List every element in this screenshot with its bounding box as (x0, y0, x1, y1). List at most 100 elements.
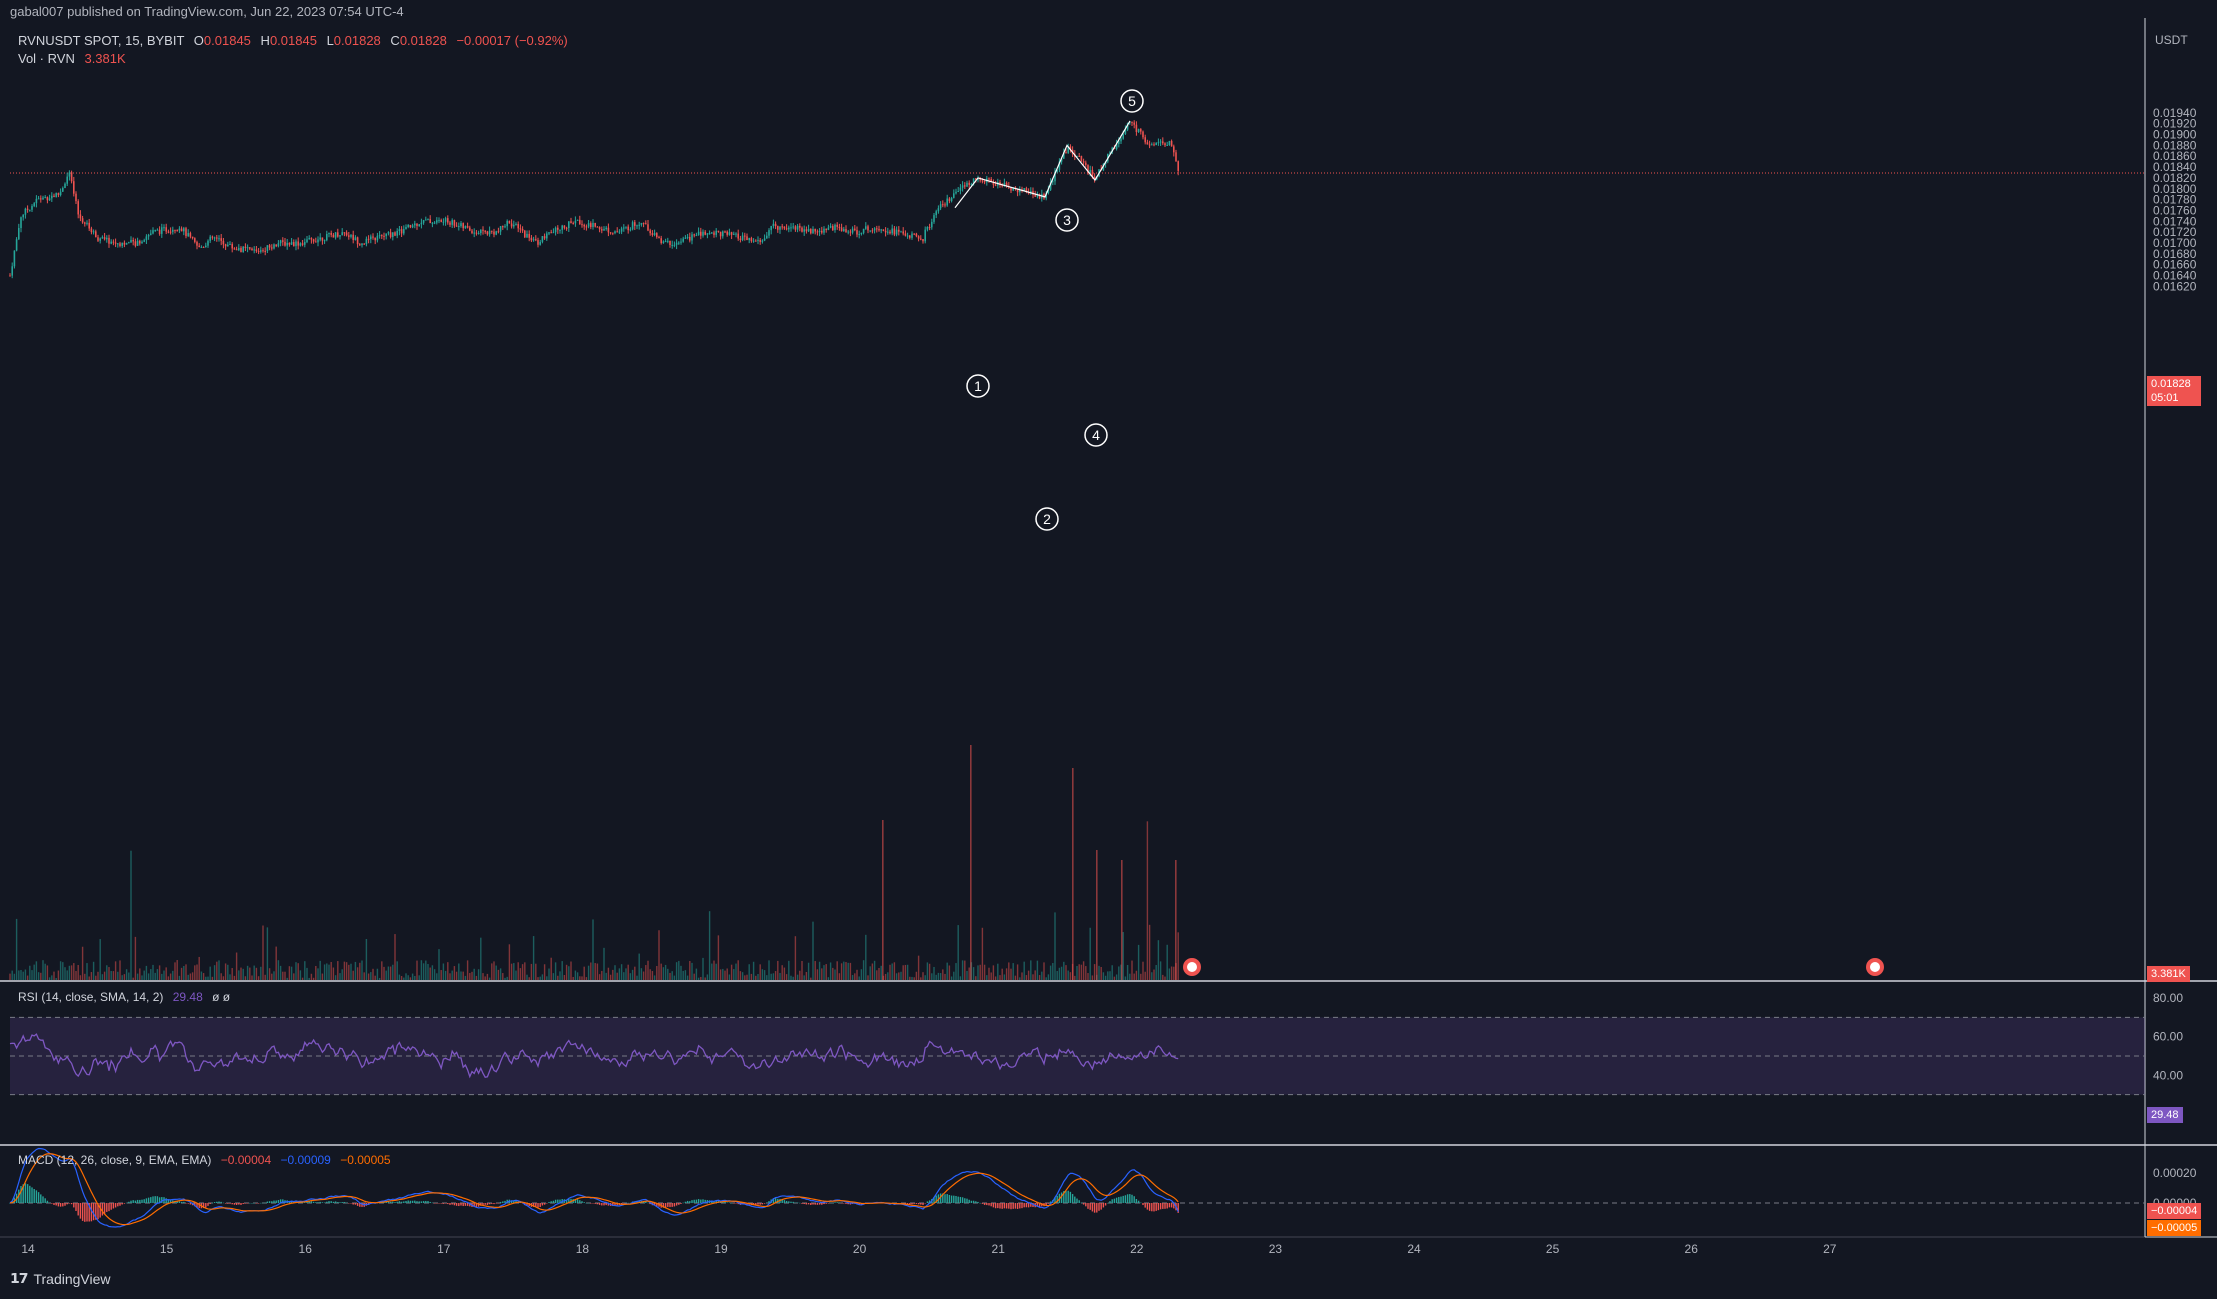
macd-hist-bar (539, 1203, 541, 1208)
candle-body (871, 230, 874, 232)
volume-bar (812, 921, 814, 980)
volume-bar (260, 966, 262, 980)
candle-body (671, 244, 673, 246)
volume-bar (64, 967, 66, 980)
volume-bar (614, 965, 616, 980)
candle-body (396, 231, 398, 236)
candle-body (227, 244, 229, 247)
macd-hist-bar (488, 1203, 491, 1205)
macd-hist-bar (141, 1199, 143, 1203)
candle-body (1063, 152, 1065, 159)
macd-hist-bar (546, 1203, 548, 1204)
candle-body (1148, 144, 1151, 146)
macd-hist-bar (169, 1200, 172, 1203)
volume-bar (779, 972, 781, 980)
volume-bar (851, 975, 854, 980)
macd-hist-bar (414, 1200, 416, 1203)
volume-bar (856, 969, 858, 980)
volume-bar (792, 976, 794, 980)
volume-bar (343, 961, 346, 980)
open-label: O (193, 33, 204, 48)
candle-body (79, 214, 82, 219)
macd-hist-bar (1113, 1198, 1116, 1203)
macd-legend[interactable]: MACD (12, 26, close, 9, EMA, EMA) −0.000… (18, 1153, 391, 1167)
volume-bar (581, 976, 583, 980)
macd-hist-bar (354, 1203, 357, 1205)
time-tick: 23 (1269, 1242, 1283, 1256)
candle-body (836, 224, 838, 227)
candle-body (317, 239, 319, 243)
volume-bar (299, 970, 302, 980)
candle-body (913, 233, 915, 235)
volume-badge: 3.381K (2147, 966, 2190, 982)
candle-body (1052, 181, 1054, 183)
volume-bar (785, 974, 788, 980)
candle-body (90, 228, 93, 233)
volume-bar (658, 930, 660, 980)
candle-body (627, 226, 629, 231)
candle-body (961, 185, 964, 188)
macd-hist-bar (1054, 1197, 1056, 1203)
volume-bar (1014, 975, 1017, 980)
macd-hist-bar (114, 1203, 117, 1208)
candle-body (878, 228, 880, 231)
candle-body (609, 232, 612, 234)
candle-body (341, 232, 343, 236)
candle-body (845, 229, 847, 233)
symbol-name[interactable]: RVNUSDT SPOT, 15, BYBIT (18, 33, 185, 48)
volume-label[interactable]: Vol · RVN (18, 51, 75, 66)
candle-body (381, 235, 383, 237)
volume-bar (722, 968, 724, 980)
macd-hist-bar (746, 1203, 748, 1205)
time-tick: 14 (21, 1242, 35, 1256)
macd-hist-bar (462, 1203, 464, 1207)
macd-hist-bar (282, 1199, 284, 1203)
volume-bar (939, 973, 942, 980)
macd-hist-bar (502, 1201, 504, 1203)
macd-hist-bar (1025, 1203, 1028, 1208)
volume-bar (1056, 971, 1058, 980)
candle-body (717, 230, 720, 232)
macd-hist-bar (959, 1196, 962, 1203)
candle-body (1089, 169, 1091, 173)
macd-hist-bar (1153, 1203, 1155, 1212)
volume-bar (99, 939, 101, 980)
rsi-legend[interactable]: RSI (14, close, SMA, 14, 2) 29.48 ø ø (18, 990, 230, 1004)
macd-hist-bar (526, 1203, 528, 1206)
candle-body (240, 247, 242, 253)
candle-body (990, 179, 992, 182)
volume-bar (317, 968, 319, 980)
candle-body (125, 243, 128, 245)
volume-bar (810, 977, 812, 980)
volume-bar (926, 962, 929, 980)
macd-hist-bar (108, 1203, 110, 1212)
candle-body (46, 197, 49, 201)
macd-hist-bar (77, 1203, 79, 1216)
time-tick: 25 (1546, 1242, 1560, 1256)
macd-hist-bar (583, 1202, 585, 1203)
volume-bar (139, 968, 141, 980)
volume-bar (1003, 974, 1006, 980)
macd-hist-bar (1087, 1203, 1089, 1209)
macd-hist-bar (557, 1199, 559, 1203)
candle-body (625, 226, 627, 228)
candle-body (539, 241, 541, 245)
candle-body (920, 238, 922, 240)
volume-bar (730, 964, 733, 980)
candle-body (286, 242, 288, 246)
candle-body (823, 228, 825, 233)
candle-body (284, 241, 286, 246)
macd-hist-bar (330, 1201, 332, 1203)
volume-bar (356, 967, 359, 980)
candle-body (273, 244, 275, 249)
volume-bar (724, 970, 726, 980)
volume-bar (715, 963, 717, 980)
macd-hist-bar (955, 1195, 957, 1203)
candle-body (1153, 144, 1155, 146)
volume-bar (84, 973, 86, 980)
macd-hist-bar (178, 1201, 181, 1203)
footer-brand[interactable]: 𝟭𝟳 TradingView (10, 1270, 111, 1287)
macd-hist-bar (79, 1203, 82, 1219)
candle-body (614, 231, 616, 234)
